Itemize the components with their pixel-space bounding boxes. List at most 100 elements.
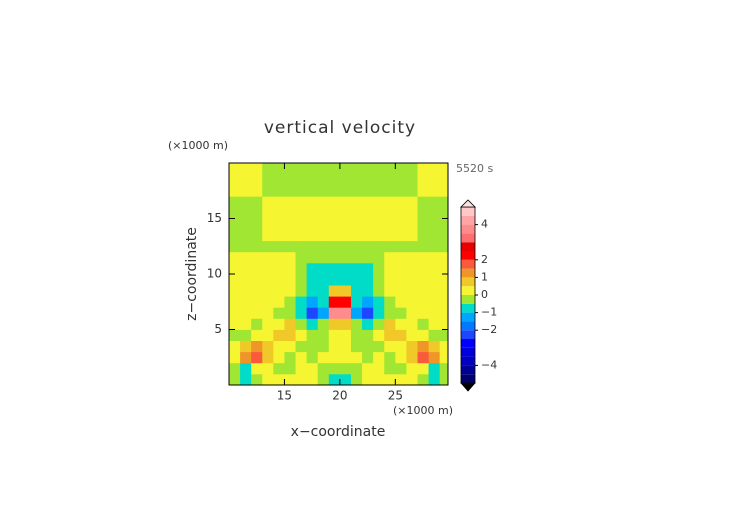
field-cell (339, 229, 352, 242)
field-cell (273, 251, 285, 264)
field-cell (262, 329, 274, 341)
field-cell (395, 240, 407, 253)
field-cell (328, 373, 341, 385)
colorbar-band (461, 277, 475, 287)
field-cell (328, 251, 341, 264)
field-cell (339, 307, 352, 319)
field-cell (439, 218, 448, 230)
field-cell (350, 351, 363, 364)
field-cell (362, 318, 374, 330)
field-cell (273, 174, 285, 186)
field-cell (251, 318, 263, 330)
field-cell (273, 362, 285, 375)
field-cell (350, 373, 363, 385)
field-cell (406, 373, 418, 385)
colorbar-over (460, 199, 476, 208)
field-cell (306, 340, 319, 353)
field-cell (373, 196, 385, 208)
field-cell (362, 351, 374, 364)
field-cell (395, 196, 407, 208)
field-cell (395, 285, 407, 297)
field-cell (395, 318, 407, 330)
field-cell (262, 174, 274, 186)
colorbar-band (461, 365, 475, 375)
field-cell (384, 351, 396, 364)
field-cell (284, 318, 296, 330)
field-cell (306, 218, 319, 230)
field-cell (328, 351, 341, 364)
field-cell (428, 185, 441, 197)
field-cell (362, 307, 374, 319)
field-cell (428, 196, 441, 208)
field-cell (428, 307, 441, 319)
field-cell (229, 163, 241, 175)
field-cell (384, 362, 396, 375)
field-cell (251, 218, 263, 230)
field-cell (373, 296, 385, 308)
field-cell (273, 318, 285, 330)
field-cell (317, 207, 330, 219)
field-cell (417, 351, 429, 364)
field-cell (350, 340, 363, 353)
field-cell (439, 307, 448, 319)
colorbar-label: −2 (481, 323, 497, 336)
field-cell (373, 262, 385, 275)
field-cell (339, 340, 352, 353)
field-cell (229, 373, 241, 385)
field-cell (251, 240, 263, 253)
field-cell (251, 285, 263, 297)
field-cell (384, 207, 396, 219)
field-cell (251, 207, 263, 219)
field-cell (273, 207, 285, 219)
field-cell (317, 218, 330, 230)
field-cell (406, 163, 418, 175)
field-cell (229, 251, 241, 264)
field-cell (428, 274, 441, 286)
field-cell (284, 285, 296, 297)
field-cell (395, 296, 407, 308)
field-cell (439, 296, 448, 308)
x-tick-label: 20 (332, 389, 347, 403)
colorbar-band (461, 215, 475, 225)
field-cell (417, 285, 429, 297)
field-cell (428, 229, 441, 242)
field-cell (317, 163, 330, 175)
field-cell (417, 329, 429, 341)
plot-frame (228, 162, 449, 386)
field-cell (284, 185, 296, 197)
field-cell (428, 373, 441, 385)
field-cell (362, 229, 374, 242)
field-cell (317, 296, 330, 308)
field-cell (395, 207, 407, 219)
field-cell (339, 329, 352, 341)
field-cell (384, 373, 396, 385)
field-cell (273, 307, 285, 319)
field-cell (350, 240, 363, 253)
field-cell (240, 340, 252, 353)
field-cell (295, 163, 308, 175)
field-cell (251, 340, 263, 353)
colorbar-band (461, 356, 475, 366)
field-cell (406, 218, 418, 230)
field-cell (417, 340, 429, 353)
field-cell (439, 229, 448, 242)
field-cell (362, 274, 374, 286)
field-cell (328, 174, 341, 186)
field-cell (262, 218, 274, 230)
field-cell (439, 274, 448, 286)
field-cell (229, 262, 241, 275)
field-cell (273, 340, 285, 353)
field-cell (284, 296, 296, 308)
x-unit: (×1000 m) (393, 404, 453, 417)
colorbar-label: −4 (481, 358, 497, 371)
field-cell (273, 240, 285, 253)
field-cell (373, 373, 385, 385)
field-cell (273, 329, 285, 341)
field-cell (229, 329, 241, 341)
field-cell (328, 163, 341, 175)
field-cell (229, 351, 241, 364)
field-cell (240, 185, 252, 197)
field-cell (328, 196, 341, 208)
field-cell (373, 340, 385, 353)
field-cell (384, 296, 396, 308)
